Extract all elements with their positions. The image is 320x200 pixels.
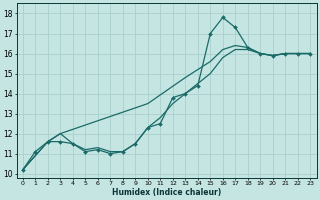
X-axis label: Humidex (Indice chaleur): Humidex (Indice chaleur) [112,188,221,197]
